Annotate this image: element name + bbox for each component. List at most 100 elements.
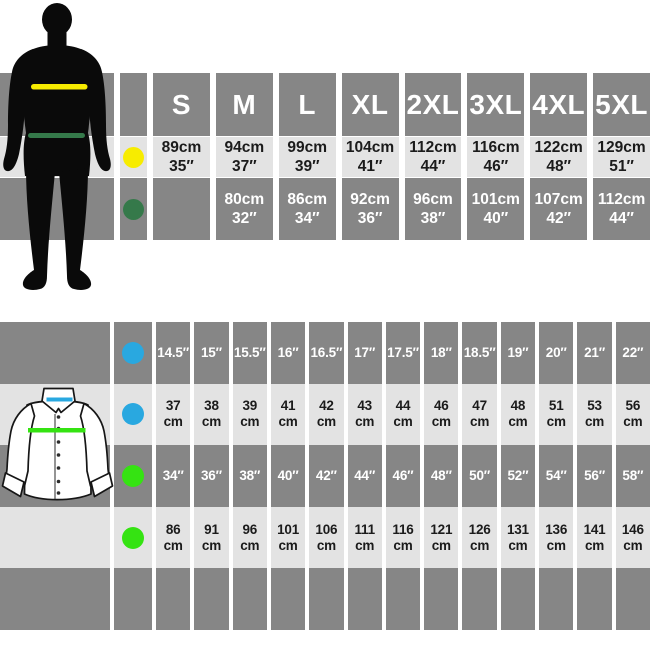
measurement-value: 86 [165,521,181,537]
dress-shirt-icon [1,387,114,501]
chest-marker-dot-icon [123,146,144,168]
spacer-cell [615,568,650,630]
measurement-value: 51″ [609,158,634,175]
measurement-value: cm [240,414,260,430]
marker-column-cell [114,383,152,446]
measurement-cell: 17″ [347,322,382,384]
spacer-cell [347,568,382,630]
measurement-value: 17″ [354,344,376,360]
measurement-value: 37 [165,398,181,414]
measurement-cell: 42″ [309,445,344,507]
man-torso [21,45,93,176]
measurement-value: cm [431,414,451,430]
measurement-cell: 44″ [347,445,382,507]
measurement-value: cm [278,414,298,430]
measurement-value: 56 [625,398,641,414]
measurement-cell: 136 cm [539,506,574,569]
spacer-cell [462,568,497,630]
measurement-cell: 104cm 41″ [341,137,399,177]
chest-marker-dot-icon [122,464,144,487]
measurement-cell: 96cm 38″ [404,178,462,240]
measurement-value: cm [470,537,490,553]
measurement-value: 47 [472,398,487,414]
measurement-value: 131 [506,521,529,537]
measurement-cell: 86 cm [156,506,191,569]
shirt-left-cuff [1,472,25,498]
measurement-cell: 37 cm [156,383,191,446]
shirt-left-sleeve [5,402,36,487]
spacer-cell [577,568,612,630]
measurement-value: 41 [280,398,296,414]
measurement-cell: 112cm 44″ [593,178,650,240]
measurement-value: 19″ [507,344,529,360]
marker-column-cell [120,178,147,240]
measurement-cell: 116cm 46″ [467,137,525,177]
spacer-cell [385,568,421,630]
man-neck [47,27,67,49]
marker-column-cell [114,445,152,507]
measurement-cell: 46 cm [424,383,459,446]
measurement-value: 141 [583,521,606,537]
size-header-cell: 3XL [467,73,525,136]
measurement-value: 122cm [534,138,583,156]
measurement-cell: 48 cm [500,383,536,446]
measurement-value: 38″ [420,210,446,227]
size-header-cell: S [153,73,210,136]
marker-column-cell [120,137,147,177]
shirt-chest-measure-line [28,428,86,433]
measurement-cell: 41 cm [270,383,306,446]
measurement-cell: 53 cm [577,383,612,446]
man-silhouette-icon [3,3,111,290]
measurement-cell: 131 cm [500,506,536,569]
measurement-cell: 38″ [232,445,267,507]
measurement-cell: 126 cm [462,506,497,569]
measurement-cell: 56 cm [615,383,650,446]
measurement-value: cm [623,537,643,553]
measurement-cell: 39 cm [232,383,267,446]
measurement-value: 58″ [622,468,644,484]
measurement-value: 112cm [597,190,646,208]
measurement-value: cm [508,414,528,430]
measurement-cell: 48″ [424,445,459,507]
measurement-value: 96 [242,521,258,537]
spacer-cell [156,568,191,630]
measurement-value: 101cm [471,190,520,208]
measurement-value: 40″ [483,210,509,227]
size-header-cell: 2XL [404,73,462,136]
measurement-cell: 141 cm [577,506,612,569]
measurement-cell: 21″ [577,322,612,384]
measurement-value: 41″ [357,158,383,175]
spacer-cell [424,568,459,630]
measurement-value: 106 [315,521,338,537]
measurement-cell: 36″ [194,445,229,507]
measurement-value: 101 [277,521,300,537]
measurement-value: 44″ [354,468,376,484]
measurement-cell: 116 cm [385,506,421,569]
measurement-cell: 86cm 34″ [278,178,336,240]
measurement-cell: 92cm 36″ [341,178,399,240]
measurement-value: 51 [548,398,564,414]
measurement-value: cm [316,414,336,430]
measurement-cell: 19″ [500,322,536,384]
figure-column-cell [0,506,110,569]
spacer-cell [194,568,229,630]
measurement-value: 91 [204,521,219,537]
measurement-value: 112cm [409,138,457,156]
spacer-cell [309,568,344,630]
measurement-cell: 101cm 40″ [467,178,525,240]
measurement-value: 32″ [231,210,257,227]
spacer-cell [270,568,306,630]
man-left-arm [3,49,34,172]
measurement-value: 89cm [161,138,202,156]
measurement-value: 52″ [507,468,529,484]
measurement-value: cm [278,537,298,553]
measurement-cell: 50″ [462,445,497,507]
measurement-value: cm [470,414,490,430]
marker-column-cell [114,322,152,384]
measurement-cell: 38 cm [194,383,229,446]
measurement-cell: 46″ [385,445,421,507]
man-right-leg [59,168,92,290]
measurement-cell: 51 cm [539,383,574,446]
measurement-cell: 80cm 32″ [215,178,273,240]
measurement-cell: 101 cm [270,506,306,569]
